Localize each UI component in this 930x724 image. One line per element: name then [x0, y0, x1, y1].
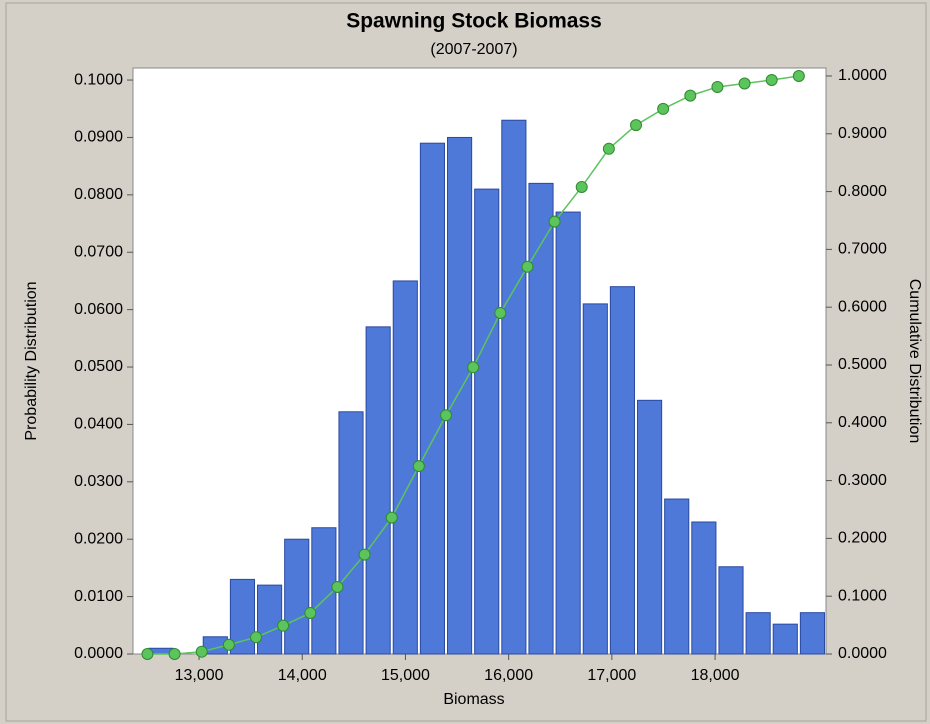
cumulative-point	[684, 89, 697, 102]
y2-tick-label: 0.1000	[838, 587, 887, 604]
bar	[528, 182, 554, 655]
cumulative-point	[141, 648, 154, 660]
bar	[338, 411, 364, 655]
cumulative-point	[521, 260, 534, 273]
y2-tick-label: 0.8000	[838, 183, 887, 200]
cumulative-point	[765, 74, 778, 87]
cumulative-point	[548, 215, 561, 228]
y2-tick-label: 0.5000	[838, 356, 887, 373]
y-tick-label: 0.0500	[74, 358, 123, 375]
y2-axis-label: Cumulative Distribution	[906, 279, 923, 444]
y2-tick-label: 0.2000	[838, 530, 887, 547]
bar	[691, 521, 717, 655]
y-tick-label: 0.0000	[74, 645, 123, 662]
cumulative-point	[440, 409, 453, 422]
y2-tick-label: 0.6000	[838, 298, 887, 315]
bar	[799, 612, 825, 655]
bar	[772, 623, 798, 655]
bar	[419, 142, 446, 655]
y-tick-label: 0.0200	[74, 530, 123, 547]
chart-subtitle: (2007-2007)	[430, 41, 517, 58]
chart-title: Spawning Stock Biomass	[346, 10, 602, 33]
cumulative-point	[657, 102, 670, 115]
bar	[447, 136, 473, 655]
cumulative-point	[358, 548, 371, 561]
x-tick-label: 13,000	[175, 667, 224, 684]
x-axis-label: Biomass	[443, 691, 504, 708]
y2-tick-label: 0.3000	[838, 472, 887, 489]
bar	[284, 538, 310, 655]
bar	[718, 566, 744, 655]
y-tick-label: 0.0800	[74, 186, 123, 203]
x-tick-label: 17,000	[587, 667, 636, 684]
y2-tick-label: 0.9000	[838, 125, 887, 142]
cumulative-point	[277, 619, 290, 632]
bar	[555, 211, 581, 655]
cumulative-point	[602, 142, 615, 155]
frame	[5, 2, 927, 722]
cumulative-point	[168, 648, 181, 660]
cumulative-point	[250, 631, 263, 644]
cumulative-point	[711, 80, 724, 93]
cumulative-point	[630, 119, 643, 132]
cumulative-point	[331, 580, 344, 593]
bar	[609, 286, 636, 655]
cumulative-point	[412, 460, 425, 473]
cumulative-point	[222, 638, 235, 651]
x-tick-label: 18,000	[691, 667, 740, 684]
bar	[745, 612, 771, 655]
y-tick-label: 0.1000	[74, 71, 123, 88]
y-tick-label: 0.0300	[74, 473, 123, 490]
y-tick-label: 0.0700	[74, 243, 123, 260]
bar	[474, 188, 500, 655]
y2-tick-label: 0.4000	[838, 414, 887, 431]
bar	[257, 584, 283, 655]
y-tick-label: 0.0600	[74, 301, 123, 318]
x-tick-label: 14,000	[278, 667, 327, 684]
y2-tick-label: 1.0000	[838, 67, 887, 84]
cumulative-point	[792, 69, 805, 82]
y2-tick-label: 0.0000	[838, 645, 887, 662]
y-tick-label: 0.0900	[74, 129, 123, 146]
cumulative-point	[494, 306, 507, 319]
y-tick-label: 0.0100	[74, 588, 123, 605]
cumulative-point	[304, 606, 317, 619]
bar	[365, 326, 391, 655]
y2-tick-label: 0.7000	[838, 241, 887, 258]
bar	[311, 527, 337, 655]
x-tick-label: 16,000	[484, 667, 533, 684]
y-tick-label: 0.0400	[74, 416, 123, 433]
y-axis-label: Probability Distribution	[23, 281, 40, 440]
bar	[637, 399, 663, 655]
cumulative-point	[575, 180, 588, 193]
bar	[664, 498, 690, 655]
cumulative-point	[385, 511, 398, 524]
bar	[582, 303, 608, 655]
bar	[501, 119, 527, 655]
cumulative-point	[738, 77, 751, 90]
cumulative-point	[195, 645, 208, 658]
x-tick-label: 15,000	[381, 667, 430, 684]
cumulative-point	[467, 361, 480, 374]
